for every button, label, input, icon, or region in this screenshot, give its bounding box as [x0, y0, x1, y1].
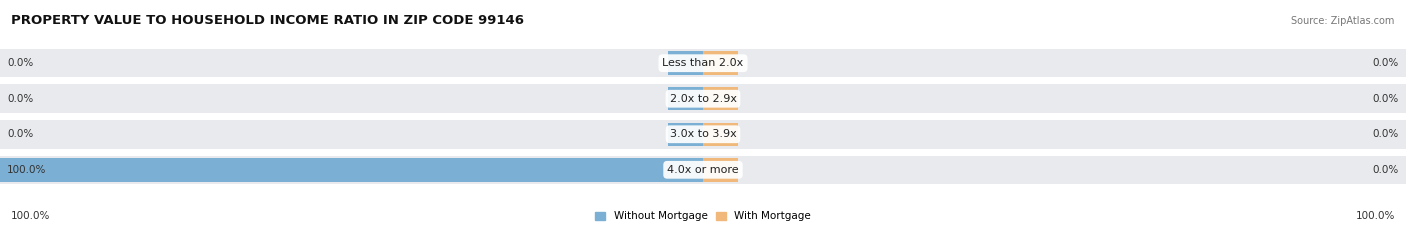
Text: 4.0x or more: 4.0x or more	[668, 165, 738, 175]
Bar	[703, 158, 738, 182]
Text: 0.0%: 0.0%	[7, 58, 34, 68]
Bar	[668, 123, 703, 146]
Bar	[703, 51, 738, 75]
Bar	[703, 123, 738, 146]
Text: Less than 2.0x: Less than 2.0x	[662, 58, 744, 68]
Text: 100.0%: 100.0%	[11, 211, 51, 221]
Text: 100.0%: 100.0%	[1355, 211, 1395, 221]
Text: PROPERTY VALUE TO HOUSEHOLD INCOME RATIO IN ZIP CODE 99146: PROPERTY VALUE TO HOUSEHOLD INCOME RATIO…	[11, 14, 524, 27]
Bar	[703, 87, 738, 110]
Bar	[668, 51, 703, 75]
Bar	[668, 87, 703, 110]
Text: 0.0%: 0.0%	[1372, 58, 1399, 68]
Text: 3.0x to 3.9x: 3.0x to 3.9x	[669, 129, 737, 139]
Text: 0.0%: 0.0%	[7, 129, 34, 139]
Text: 0.0%: 0.0%	[1372, 94, 1399, 104]
Bar	[0, 158, 703, 182]
Text: 0.0%: 0.0%	[1372, 129, 1399, 139]
Legend: Without Mortgage, With Mortgage: Without Mortgage, With Mortgage	[591, 207, 815, 226]
Text: 0.0%: 0.0%	[1372, 165, 1399, 175]
Text: 2.0x to 2.9x: 2.0x to 2.9x	[669, 94, 737, 104]
Text: 100.0%: 100.0%	[7, 165, 46, 175]
Text: Source: ZipAtlas.com: Source: ZipAtlas.com	[1291, 16, 1395, 26]
Text: 0.0%: 0.0%	[7, 94, 34, 104]
